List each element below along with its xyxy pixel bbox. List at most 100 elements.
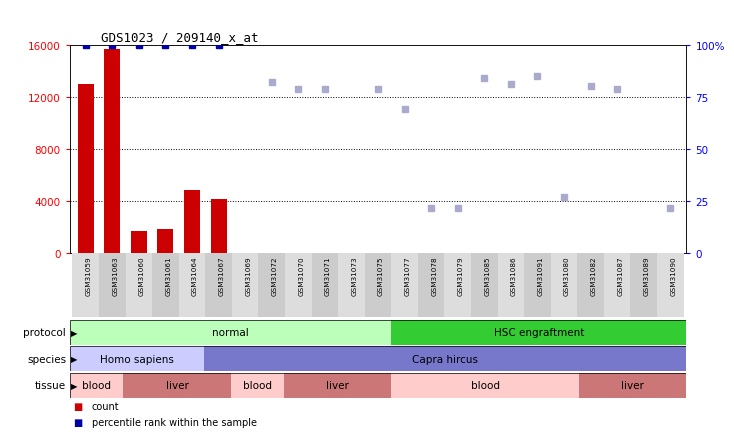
Bar [232, 254, 258, 317]
Bar [418, 254, 445, 317]
Bar [498, 254, 524, 317]
Bar [609, 253, 625, 254]
Bar [636, 253, 652, 254]
Text: GSM31079: GSM31079 [458, 256, 464, 295]
Text: protocol: protocol [23, 328, 66, 337]
Text: GSM31085: GSM31085 [484, 256, 490, 295]
Bar [396, 253, 413, 254]
Bar [311, 254, 338, 317]
Text: ■: ■ [73, 401, 83, 411]
Bar [73, 254, 99, 317]
Bar [657, 254, 683, 317]
Text: GSM31072: GSM31072 [272, 256, 277, 295]
Bar [78, 85, 94, 254]
Bar [344, 253, 360, 254]
Bar [338, 254, 365, 317]
Bar [178, 254, 206, 317]
Bar [291, 253, 306, 254]
Text: tissue: tissue [35, 381, 66, 390]
Bar [391, 254, 418, 317]
Bar [391, 373, 579, 398]
Bar [445, 254, 471, 317]
Text: GSM31060: GSM31060 [139, 256, 145, 295]
Bar [476, 253, 493, 254]
Text: GSM31091: GSM31091 [537, 256, 543, 295]
Text: liver: liver [621, 381, 644, 390]
Bar [662, 253, 678, 254]
Bar [424, 253, 439, 254]
Bar [157, 229, 173, 254]
Bar [131, 232, 147, 254]
Bar [104, 49, 120, 254]
Text: blood: blood [82, 381, 111, 390]
Bar [70, 346, 204, 372]
Bar [206, 254, 232, 317]
Bar [70, 346, 686, 372]
Bar [503, 253, 519, 254]
Text: Homo sapiens: Homo sapiens [100, 354, 174, 364]
Text: GSM31082: GSM31082 [591, 256, 597, 295]
Bar [556, 253, 572, 254]
Text: ▶: ▶ [71, 328, 78, 337]
Text: GSM31080: GSM31080 [564, 256, 570, 295]
Bar [578, 254, 604, 317]
Text: ▶: ▶ [71, 355, 78, 363]
Bar [604, 254, 631, 317]
Text: normal: normal [212, 328, 249, 337]
Bar [317, 253, 333, 254]
Text: GSM31087: GSM31087 [617, 256, 623, 295]
Bar [211, 199, 227, 254]
Bar [70, 320, 686, 345]
Bar [450, 253, 465, 254]
Text: GSM31067: GSM31067 [219, 256, 225, 295]
Bar [550, 254, 578, 317]
Text: blood: blood [243, 381, 272, 390]
Text: GSM31090: GSM31090 [670, 256, 676, 295]
Bar [99, 254, 126, 317]
Bar [524, 254, 550, 317]
Text: GSM31069: GSM31069 [245, 256, 251, 295]
Text: ■: ■ [73, 418, 83, 427]
Text: GSM31089: GSM31089 [644, 256, 650, 295]
Bar [391, 320, 686, 345]
Text: percentile rank within the sample: percentile rank within the sample [92, 418, 257, 427]
Text: GSM31070: GSM31070 [298, 256, 305, 295]
Bar [237, 253, 253, 254]
Bar [152, 254, 178, 317]
Text: GSM31071: GSM31071 [325, 256, 331, 295]
Bar [529, 253, 545, 254]
Text: species: species [27, 354, 66, 364]
Bar [70, 373, 123, 398]
Bar [471, 254, 498, 317]
Text: count: count [92, 401, 120, 411]
Bar [230, 373, 284, 398]
Text: liver: liver [327, 381, 349, 390]
Text: GSM31064: GSM31064 [192, 256, 198, 295]
Bar [70, 320, 391, 345]
Bar [285, 254, 311, 317]
Bar [284, 373, 391, 398]
Text: GSM31078: GSM31078 [431, 256, 437, 295]
Text: GSM31077: GSM31077 [404, 256, 410, 295]
Bar [204, 346, 686, 372]
Bar [126, 254, 152, 317]
Bar [631, 254, 657, 317]
Text: Capra hircus: Capra hircus [412, 354, 478, 364]
Bar [583, 253, 599, 254]
Text: GSM31073: GSM31073 [352, 256, 357, 295]
Bar [370, 253, 386, 254]
Text: GSM31075: GSM31075 [378, 256, 384, 295]
Text: GSM31059: GSM31059 [86, 256, 92, 295]
Bar [365, 254, 391, 317]
Text: GDS1023 / 209140_x_at: GDS1023 / 209140_x_at [101, 31, 258, 44]
Text: GSM31061: GSM31061 [165, 256, 172, 295]
Text: GSM31086: GSM31086 [511, 256, 517, 295]
Bar [264, 253, 280, 254]
Text: ▶: ▶ [71, 381, 78, 390]
Bar [184, 190, 200, 254]
Text: blood: blood [470, 381, 500, 390]
Text: HSC engraftment: HSC engraftment [494, 328, 584, 337]
Bar [123, 373, 230, 398]
Bar [70, 373, 686, 398]
Bar [579, 373, 686, 398]
